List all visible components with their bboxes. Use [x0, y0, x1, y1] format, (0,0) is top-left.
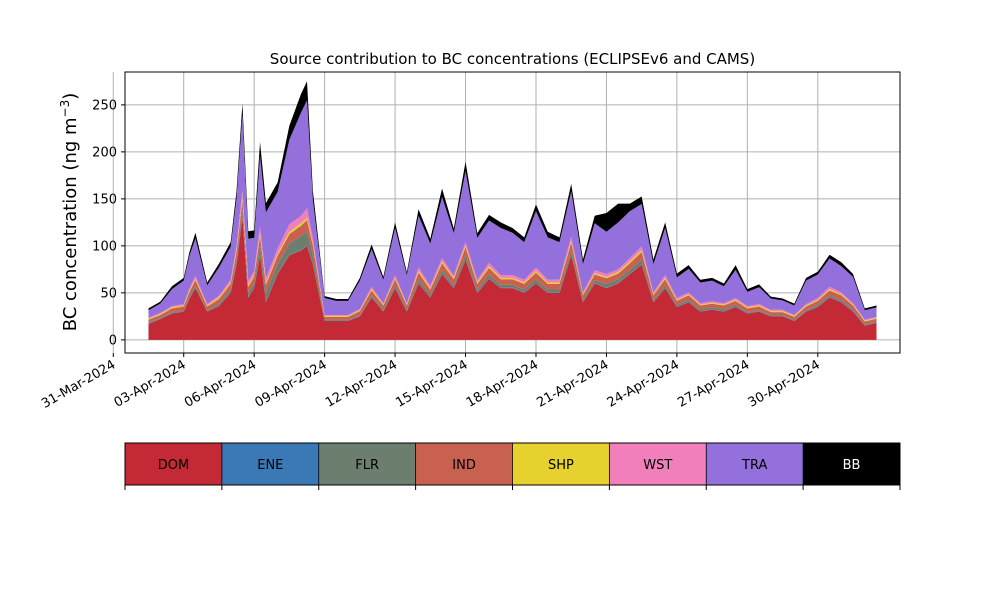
- legend-label-wst: WST: [643, 458, 672, 473]
- stacked-areas: [148, 81, 877, 340]
- area-ind: [148, 200, 877, 325]
- y-tick-label: 150: [92, 192, 117, 207]
- legend-label-ind: IND: [452, 458, 476, 473]
- x-tick-label: 30-Apr-2024: [746, 357, 823, 410]
- area-dom: [148, 217, 877, 340]
- legend-swatch-wst: [609, 443, 707, 485]
- chart-title: Source contribution to BC concentrations…: [270, 50, 755, 68]
- legend-swatch-shp: [512, 443, 610, 485]
- legend-swatch-bb: [803, 443, 900, 485]
- plot-frame: [124, 71, 901, 354]
- legend-colorbar: DOM ENE FLR IND SHP WST TRA BB: [124, 442, 901, 490]
- x-tick-label: 12-Apr-2024: [323, 357, 400, 410]
- legend-label-flr: FLR: [355, 458, 379, 473]
- y-tick-label: 0: [109, 333, 117, 348]
- x-tick-label: 18-Apr-2024: [464, 357, 541, 410]
- y-tick-label: 50: [100, 286, 117, 301]
- y-axis-label-exponent: −3: [58, 100, 72, 118]
- y-tick-label: 200: [92, 145, 117, 160]
- x-tick-label: 27-Apr-2024: [675, 357, 752, 410]
- legend-label-ene: ENE: [257, 458, 283, 473]
- legend-swatch-flr: [318, 443, 416, 485]
- legend-swatch-ene: [221, 443, 319, 485]
- legend-swatch-ind: [415, 443, 513, 485]
- x-tick-label: 03-Apr-2024: [112, 357, 189, 410]
- y-axis-ticks: 0 50 100 150 200 250: [92, 98, 125, 348]
- legend-label-bb: BB: [843, 458, 861, 473]
- x-tick-label: 31-Mar-2024: [39, 357, 118, 411]
- x-tick-label: 06-Apr-2024: [182, 357, 259, 410]
- x-tick-label: 15-Apr-2024: [393, 357, 470, 410]
- legend-swatch-dom: [125, 443, 222, 485]
- x-tick-label: 21-Apr-2024: [534, 357, 611, 410]
- area-wst: [148, 189, 877, 321]
- legend-label-tra: TRA: [741, 458, 767, 473]
- y-axis-label: BC concentration (ng m−3): [58, 93, 81, 332]
- y-tick-label: 250: [92, 98, 117, 113]
- legend-label-shp: SHP: [548, 458, 574, 473]
- x-axis-ticks: 31-Mar-202403-Apr-202406-Apr-202409-Apr-…: [39, 353, 823, 412]
- legend-label-dom: DOM: [158, 458, 189, 473]
- y-axis-label-text: BC concentration (ng m: [60, 117, 81, 331]
- y-tick-label: 100: [92, 239, 117, 254]
- x-tick-label: 24-Apr-2024: [605, 357, 682, 410]
- area-tra: [148, 100, 877, 320]
- legend-swatch-tra: [706, 443, 804, 485]
- y-axis-label-close: ): [60, 93, 81, 100]
- x-tick-label: 09-Apr-2024: [253, 357, 330, 410]
